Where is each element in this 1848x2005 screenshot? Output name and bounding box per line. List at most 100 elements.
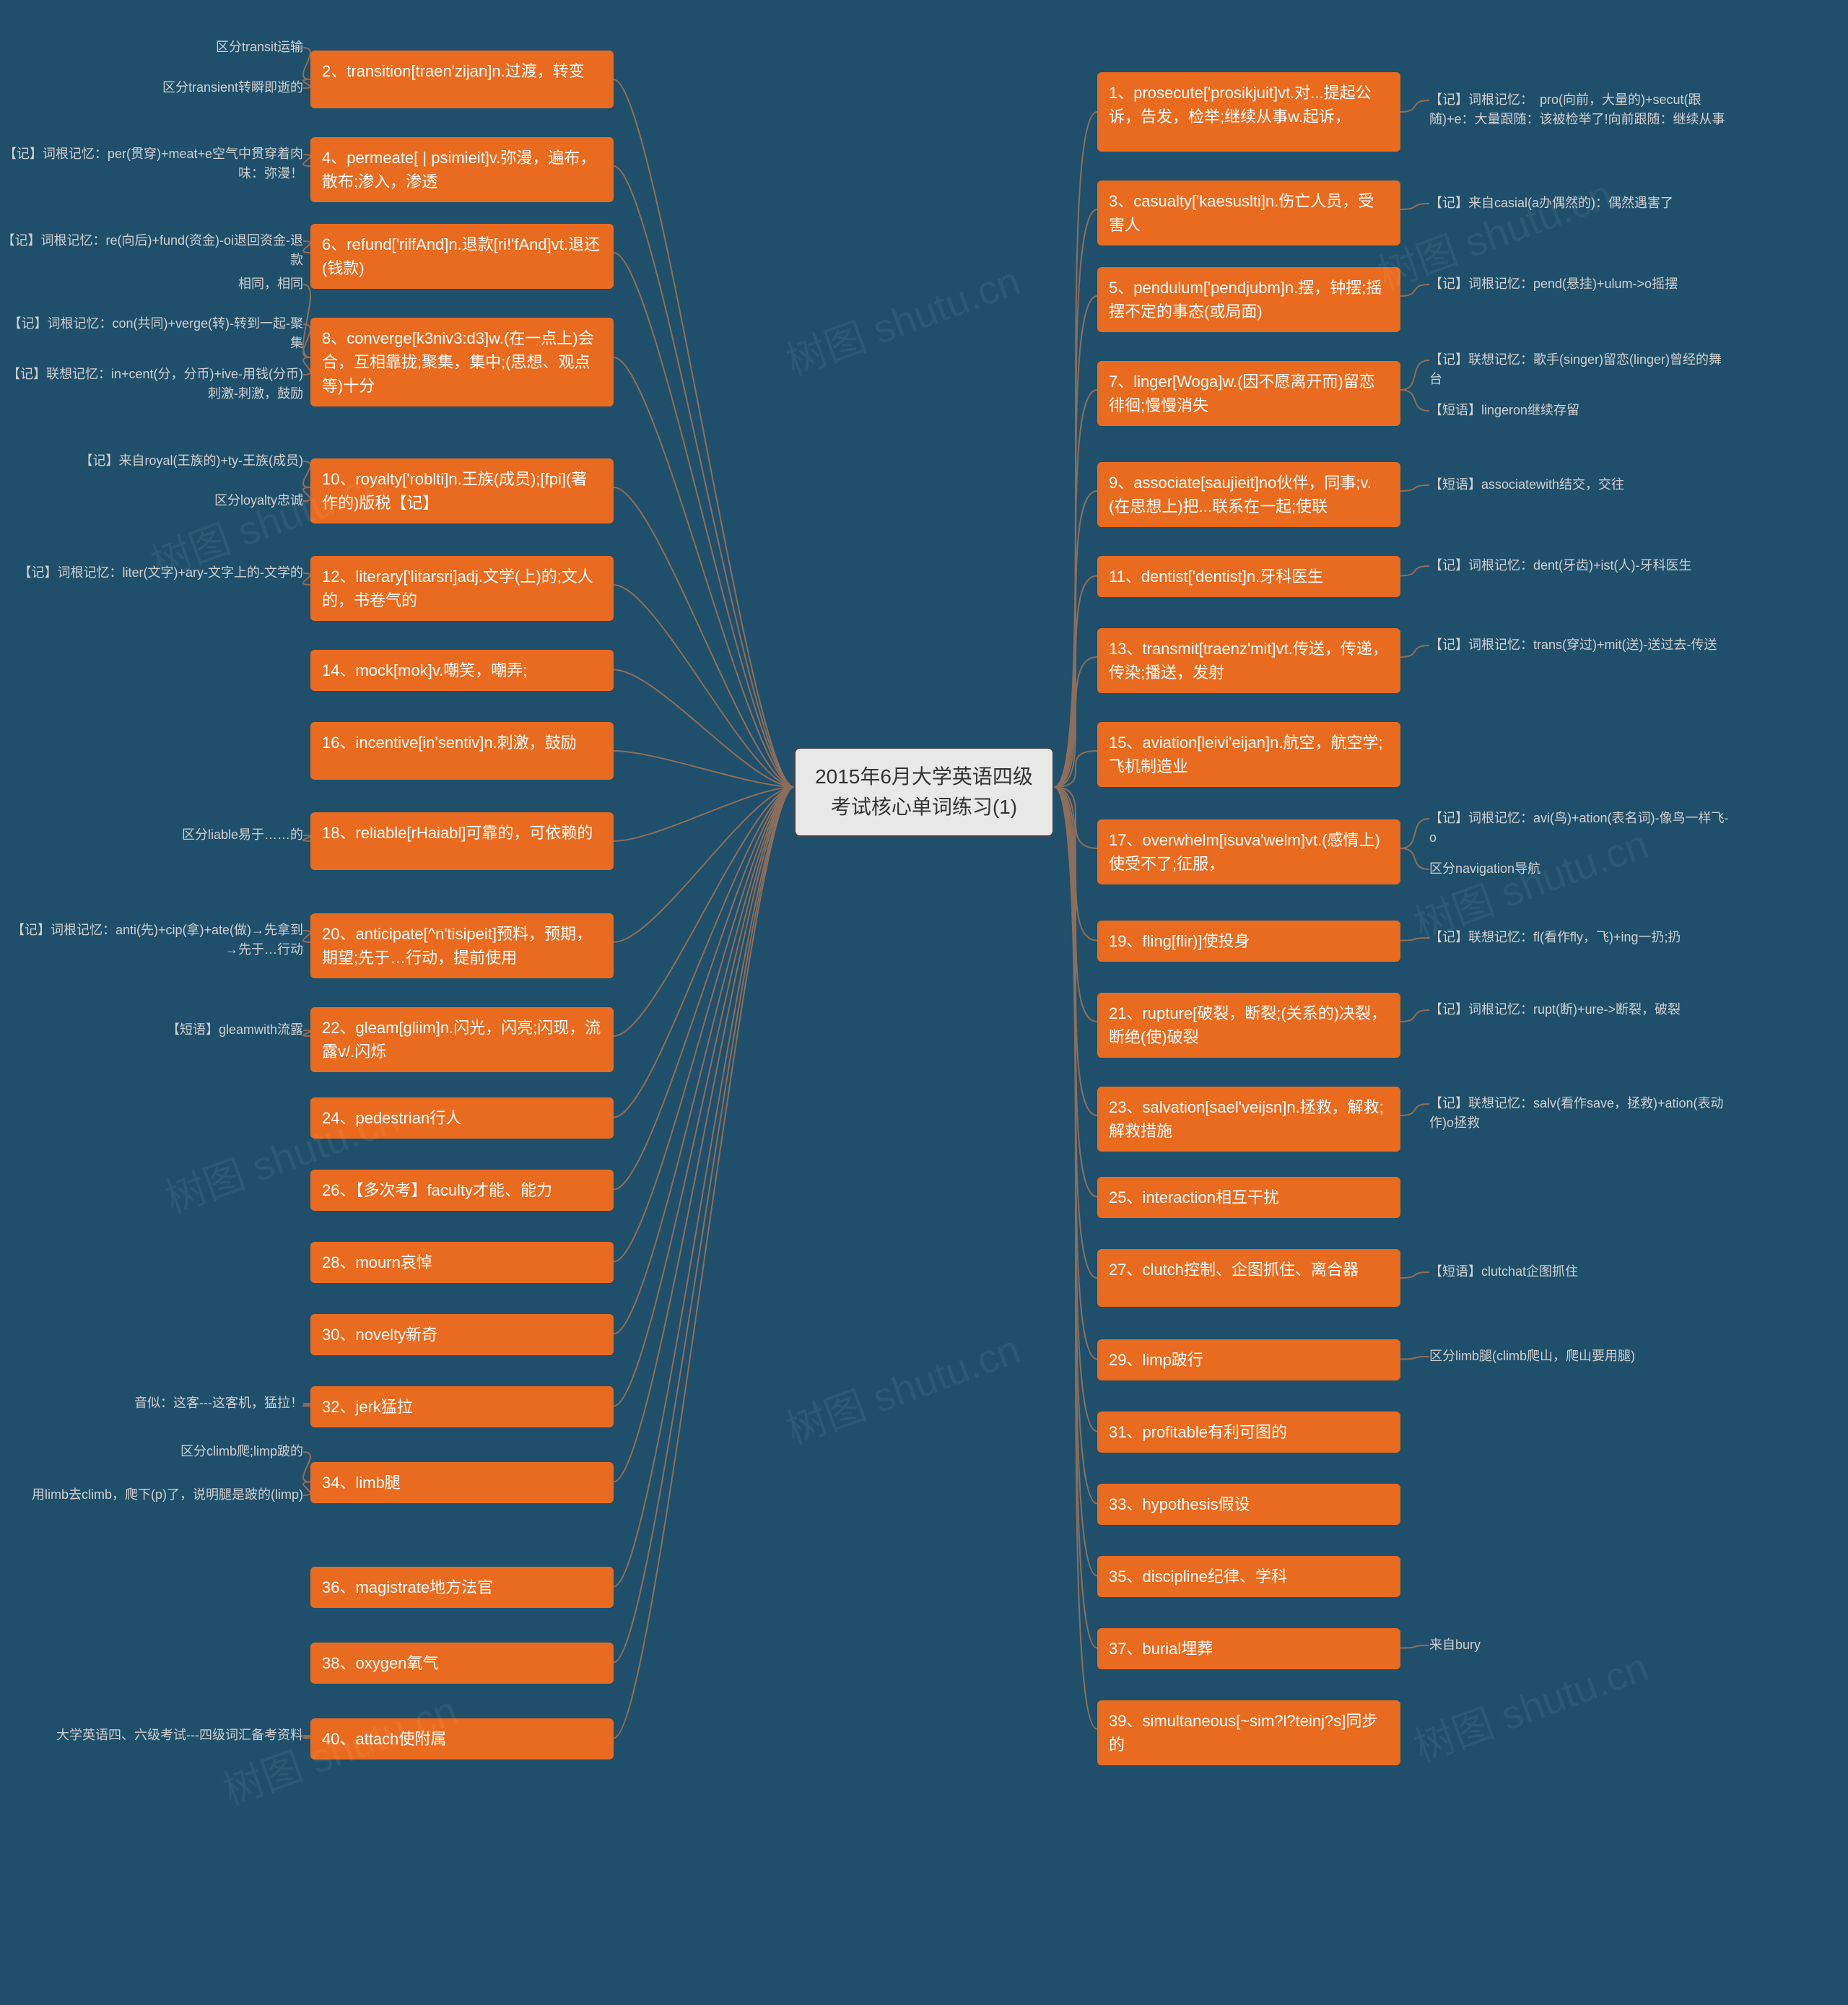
left-topic-18: 38、oxygen氧气 [310, 1643, 614, 1684]
left-topic-11-label: 24、pedestrian行人 [322, 1109, 461, 1127]
left-topic-16: 34、limb腿 [310, 1462, 614, 1503]
left-topic-0-note-1-label: 区分transient转瞬即逝的 [162, 80, 303, 95]
right-topic-15-label: 31、profitable有利可图的 [1109, 1423, 1287, 1441]
right-topic-10-note-0-label: 【记】词根记忆：rupt(断)+ure->断裂，破裂 [1429, 1002, 1681, 1017]
right-topic-11-label: 23、salvation[sael'veijsn]n.拯救，解救;解救措施 [1109, 1098, 1384, 1140]
right-topic-8: 17、overwhelm[isuva'welm]vt.(感情上)使受不了;征服， [1097, 819, 1400, 884]
left-topic-8-note-0: 区分liable易于……的 [0, 825, 303, 845]
left-topic-8-label: 18、reliable[rHaiabl]可靠的，可依赖的 [322, 824, 593, 842]
left-topic-14: 30、novelty新奇 [310, 1314, 614, 1355]
left-topic-3-note-1-label: 【记】词根记忆：con(共同)+verge(转)-转到一起-聚集 [8, 316, 303, 350]
right-topic-17: 35、discipline纪律、学科 [1097, 1556, 1400, 1597]
left-topic-3-note-2-label: 【记】联想记忆：in+cent(分，分币)+ive-用钱(分币)刺激-刺激，鼓励 [7, 367, 303, 401]
left-topic-15-note-0-label: 音似：这客---这客机，猛拉！ [134, 1396, 303, 1410]
left-topic-2-label: 6、refund['rilfAnd]n.退款[ri!'fAnd]vt.退还(钱款… [322, 235, 600, 277]
left-topic-7: 16、incentive[in'sentiv]n.刺激，鼓励 [310, 722, 614, 780]
right-topic-7: 15、aviation[leivi'eijan]n.航空，航空学;飞机制造业 [1097, 722, 1400, 787]
left-topic-19: 40、attach使附属 [310, 1718, 614, 1760]
left-topic-9-note-0-label: 【记】词根记忆：anti(先)+cip(拿)+ate(做)→先拿到→先于…行动 [12, 923, 303, 957]
right-topic-18: 37、burial埋葬 [1097, 1628, 1400, 1669]
watermark-1-text: 树图 shutu.cn [780, 258, 1026, 384]
left-topic-14-label: 30、novelty新奇 [322, 1326, 437, 1344]
left-topic-5-note-0-label: 【记】词根记忆：liter(文字)+ary-文字上的-文学的 [19, 565, 304, 580]
left-topic-11: 24、pedestrian行人 [310, 1097, 614, 1139]
right-topic-16: 33、hypothesis假设 [1097, 1484, 1400, 1525]
right-topic-0: 1、prosecute['prosikjuit]vt.对...提起公诉，告发，检… [1097, 72, 1400, 152]
left-topic-0-label: 2、transition[traen'zijan]n.过渡，转变 [322, 62, 585, 80]
left-topic-15: 32、jerk猛拉 [310, 1386, 614, 1427]
left-topic-7-label: 16、incentive[in'sentiv]n.刺激，鼓励 [322, 734, 577, 752]
left-topic-3-note-0: 相同，相同 [0, 274, 303, 294]
right-topic-6-note-0-label: 【记】词根记忆：trans(穿过)+mit(送)-送过去-传送 [1429, 638, 1717, 652]
left-topic-19-note-0-label: 大学英语四、六级考试---四级词汇备考资料 [56, 1728, 303, 1742]
left-topic-3-note-1: 【记】词根记忆：con(共同)+verge(转)-转到一起-聚集 [0, 314, 303, 353]
right-topic-1-note-0-label: 【记】来自casial(a办偶然的)：偶然遇害了 [1429, 196, 1673, 210]
right-topic-12-label: 25、interaction相互干扰 [1109, 1188, 1279, 1206]
left-topic-16-note-1: 用limb去climb，爬下(p)了，说明腿是跛的(limp) [0, 1485, 303, 1505]
right-topic-4-note-0: 【短语】associatewith结交，交往 [1429, 475, 1732, 495]
right-topic-11-note-0-label: 【记】联想记忆：salv(看作save，拯救)+ation(表动作)o拯救 [1429, 1096, 1724, 1130]
left-topic-8-note-0-label: 区分liable易于……的 [182, 827, 303, 842]
left-topic-17-label: 36、magistrate地方法官 [322, 1578, 493, 1596]
left-topic-2-note-0: 【记】词根记忆：re(向后)+fund(资金)-oi退回资金-退款 [0, 231, 303, 270]
left-topic-12-label: 26、【多次考】faculty才能、能力 [322, 1181, 552, 1199]
right-topic-4: 9、associate[saujieit]no伙伴，同事;v.(在思想上)把..… [1097, 462, 1400, 527]
right-topic-10-note-0: 【记】词根记忆：rupt(断)+ure->断裂，破裂 [1429, 1000, 1732, 1019]
right-topic-9: 19、fling[flir)]使投身 [1097, 921, 1400, 962]
right-topic-12: 25、interaction相互干扰 [1097, 1177, 1400, 1218]
left-topic-16-note-1-label: 用limb去climb，爬下(p)了，说明腿是跛的(limp) [32, 1487, 303, 1502]
right-topic-5: 11、dentist['dentist]n.牙科医生 [1097, 556, 1400, 597]
right-topic-8-note-0-label: 【记】词根记忆：avi(鸟)+ation(表名词)-像鸟一样飞-o [1429, 811, 1729, 845]
left-topic-4-note-0: 【记】来自royal(王族的)+ty-王族(成员) [0, 451, 303, 471]
right-topic-3-note-1: 【短语】lingeron继续存留 [1429, 401, 1732, 420]
right-topic-6: 13、transmit[traenz'mit]vt.传送，传递，传染;播送，发射 [1097, 628, 1400, 693]
right-topic-2-note-0-label: 【记】词根记忆：pend(悬挂)+ulum->o摇摆 [1429, 277, 1678, 291]
watermark-7-text: 树图 shutu.cn [1408, 1644, 1654, 1770]
right-topic-2-note-0: 【记】词根记忆：pend(悬挂)+ulum->o摇摆 [1429, 274, 1732, 294]
right-topic-4-note-0-label: 【短语】associatewith结交，交往 [1429, 477, 1624, 492]
left-topic-3-label: 8、converge[k3niv3:d3]w.(在一点上)会合，互相靠拢;聚集，… [322, 329, 594, 395]
right-topic-6-label: 13、transmit[traenz'mit]vt.传送，传递，传染;播送，发射 [1109, 640, 1388, 682]
right-topic-14-note-0: 区分limb腿(climb爬山，爬山要用腿) [1429, 1347, 1732, 1366]
left-topic-4-label: 10、royalty['roblti]n.王族(成员);[fpi](著作的)版税… [322, 470, 587, 512]
watermark-1: 树图 shutu.cn [777, 248, 1027, 387]
left-topic-4: 10、royalty['roblti]n.王族(成员);[fpi](著作的)版税… [310, 458, 614, 523]
left-topic-4-note-0-label: 【记】来自royal(王族的)+ty-王族(成员) [80, 453, 304, 468]
left-topic-5-note-0: 【记】词根记忆：liter(文字)+ary-文字上的-文学的 [0, 563, 303, 583]
left-topic-16-note-0: 区分climb爬;limp跛的 [0, 1442, 303, 1461]
left-topic-1-note-0-label: 【记】词根记忆：per(贯穿)+meat+e空气中贯穿着肉味：弥漫！ [4, 147, 303, 181]
left-topic-3: 8、converge[k3niv3:d3]w.(在一点上)会合，互相靠拢;聚集，… [310, 318, 614, 406]
left-topic-9-label: 20、anticipate[^n'tisipeit]预料，预期，期望;先于…行动… [322, 925, 592, 967]
right-topic-9-note-0: 【记】联想记忆：fl(看作fly，飞)+ing一扔;扔 [1429, 928, 1732, 947]
right-topic-11: 23、salvation[sael'veijsn]n.拯救，解救;解救措施 [1097, 1087, 1400, 1152]
left-topic-16-label: 34、limb腿 [322, 1474, 401, 1492]
left-topic-0: 2、transition[traen'zijan]n.过渡，转变 [310, 51, 614, 108]
right-topic-18-label: 37、burial埋葬 [1109, 1640, 1213, 1658]
left-topic-0-note-1: 区分transient转瞬即逝的 [0, 78, 303, 97]
right-topic-18-note-0: 来自bury [1429, 1635, 1732, 1655]
left-topic-18-label: 38、oxygen氧气 [322, 1654, 438, 1672]
left-topic-19-note-0: 大学英语四、六级考试---四级词汇备考资料 [0, 1726, 303, 1745]
right-topic-8-label: 17、overwhelm[isuva'welm]vt.(感情上)使受不了;征服， [1109, 831, 1380, 873]
right-topic-0-note-0-label: 【记】词根记忆： pro(向前，大量的)+secut(跟随)+e：大量跟随：该被… [1429, 92, 1725, 126]
right-topic-1: 3、casualty['kaesuslti]n.伤亡人员，受害人 [1097, 181, 1400, 245]
watermark-5: 树图 shutu.cn [777, 1317, 1027, 1456]
left-topic-1-label: 4、permeate[ | psimieit]v.弥漫，遍布，散布;渗入，渗透 [322, 149, 596, 191]
right-topic-10: 21、rupture[破裂，断裂;(关系的)决裂，断绝(使)破裂 [1097, 993, 1400, 1058]
right-topic-0-note-0: 【记】词根记忆： pro(向前，大量的)+secut(跟随)+e：大量跟随：该被… [1429, 90, 1732, 129]
left-topic-12: 26、【多次考】faculty才能、能力 [310, 1170, 614, 1211]
center-label: 2015年6月大学英语四级考试核心单词练习(1) [815, 765, 1033, 818]
right-topic-10-label: 21、rupture[破裂，断裂;(关系的)决裂，断绝(使)破裂 [1109, 1004, 1387, 1046]
right-topic-14-label: 29、limp跛行 [1109, 1351, 1203, 1369]
left-topic-15-label: 32、jerk猛拉 [322, 1398, 413, 1416]
left-topic-0-note-0: 区分transit运输 [0, 38, 303, 57]
right-topic-14-note-0-label: 区分limb腿(climb爬山，爬山要用腿) [1429, 1349, 1635, 1363]
right-topic-17-label: 35、discipline纪律、学科 [1109, 1567, 1287, 1586]
right-topic-18-note-0-label: 来自bury [1429, 1638, 1481, 1652]
right-topic-7-label: 15、aviation[leivi'eijan]n.航空，航空学;飞机制造业 [1109, 734, 1383, 775]
left-topic-6-label: 14、mock[mok]v.嘲笑，嘲弄; [322, 661, 527, 679]
right-topic-3-note-1-label: 【短语】lingeron继续存留 [1429, 403, 1579, 417]
right-topic-19-label: 39、simultaneous[~sim?l?teinj?s]同步的 [1109, 1712, 1377, 1754]
left-topic-5-label: 12、literary['litarsri]adj.文学(上)的;文人的，书卷气… [322, 567, 593, 609]
left-topic-1-note-0: 【记】词根记忆：per(贯穿)+meat+e空气中贯穿着肉味：弥漫！ [0, 144, 303, 183]
